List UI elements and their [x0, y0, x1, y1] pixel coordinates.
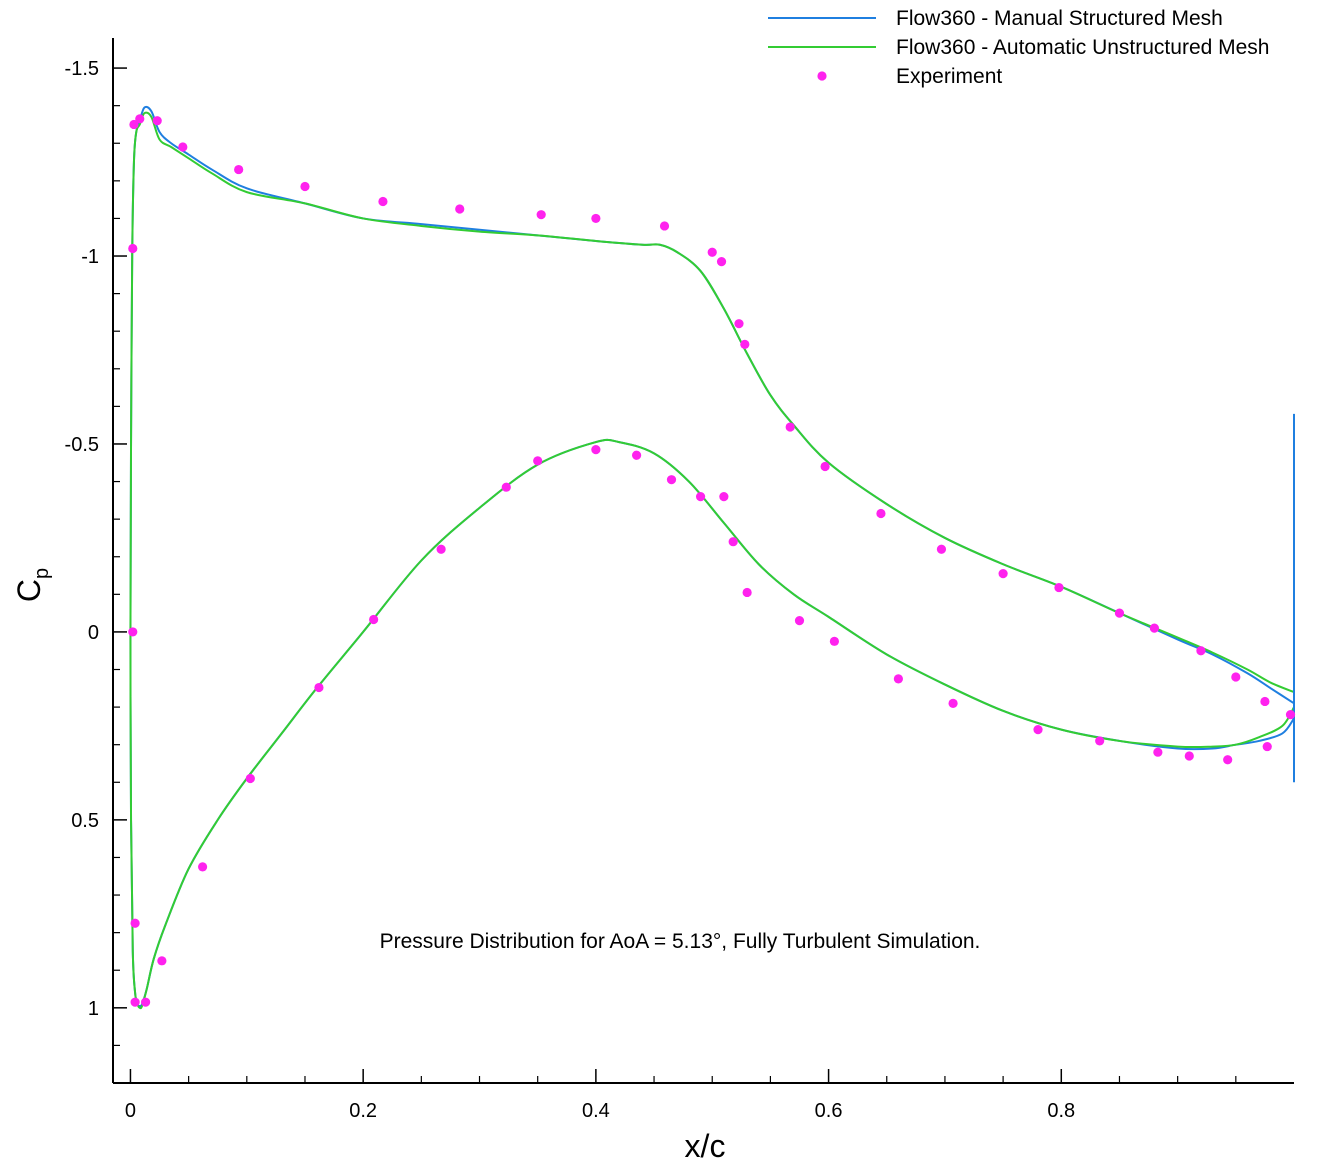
y-tick-label: -1.5: [65, 58, 99, 80]
experiment-point: [314, 682, 324, 693]
experiment-point: [1149, 623, 1159, 633]
experiment-point: [1196, 646, 1206, 656]
experiment-point: [876, 508, 886, 519]
legend-marker-2: [817, 71, 827, 81]
experiment-point: [820, 461, 830, 472]
experiment-point: [695, 491, 706, 502]
experiment-point: [245, 773, 255, 784]
experiment-point: [1260, 696, 1270, 707]
y-tick-label: 0.5: [71, 810, 99, 832]
legend-label-0: Flow360 - Manual Structured Mesh: [896, 7, 1223, 30]
experiment-point: [1114, 608, 1125, 618]
experiment-point: [130, 997, 140, 1007]
x-tick-label: 0.2: [349, 1100, 377, 1122]
y-tick-label: 0: [88, 622, 99, 644]
experiment-point: [1262, 741, 1272, 752]
y-tick-label: 1: [88, 998, 99, 1020]
experiment-point: [591, 213, 601, 224]
experiment-point: [948, 698, 958, 708]
x-axis-title: x/c: [685, 1128, 726, 1164]
experiment-point: [1095, 736, 1105, 746]
experiment-point: [666, 475, 677, 485]
annotation: Pressure Distribution for AoA = 5.13°, F…: [380, 930, 981, 953]
experiment-point: [369, 614, 379, 625]
experiment-point: [455, 204, 465, 214]
y-axis-title-subscript: p: [31, 568, 53, 579]
experiment-point: [785, 422, 795, 432]
experiment-point: [707, 247, 717, 257]
experiment-point: [742, 587, 752, 598]
experiment-point: [128, 627, 138, 637]
series-line-1: [129, 111, 1295, 1010]
y-axis-title: Cp: [11, 568, 53, 602]
experiment-point: [140, 997, 151, 1007]
experiment-point: [794, 616, 805, 626]
experiment-point: [436, 544, 446, 554]
experiment-point: [129, 119, 139, 130]
experiment-point: [130, 918, 140, 928]
experiment-point: [829, 636, 839, 646]
experiment-point: [1223, 755, 1233, 765]
experiment-point: [234, 164, 244, 175]
experiment-point: [728, 537, 738, 547]
y-tick-label: -0.5: [65, 434, 99, 456]
experiment-point: [893, 674, 903, 684]
experiment-point: [128, 243, 138, 254]
experiment-point: [1231, 672, 1241, 682]
experiment-point: [378, 196, 388, 207]
legend: Flow360 - Manual Structured Mesh Flow360 …: [768, 7, 1270, 88]
experiment-point: [591, 445, 601, 455]
experiment-point: [157, 956, 167, 966]
experiment-point: [716, 257, 727, 267]
experiment-point: [197, 862, 208, 872]
plot-markers: [128, 114, 1296, 1007]
experiment-point: [152, 116, 162, 126]
legend-label-2: Experiment: [896, 65, 1002, 88]
x-tick-label: 0: [125, 1100, 136, 1122]
experiment-point: [178, 142, 188, 152]
experiment-point: [1033, 725, 1043, 735]
experiment-point: [719, 491, 729, 502]
experiment-point: [659, 221, 670, 231]
experiment-point: [533, 456, 543, 466]
legend-label-1: Flow360 - Automatic Unstructured Mesh: [896, 36, 1270, 59]
experiment-point: [740, 339, 750, 349]
experiment-point: [536, 210, 546, 220]
experiment-point: [1285, 710, 1296, 720]
experiment-point: [1184, 751, 1194, 761]
experiment-point: [936, 544, 947, 554]
x-tick-label: 0.4: [582, 1100, 610, 1122]
experiment-point: [501, 482, 511, 492]
series-line-0: [129, 105, 1295, 1008]
experiment-point: [998, 569, 1008, 579]
experiment-point: [1153, 747, 1163, 757]
x-tick-label: 0.8: [1047, 1100, 1075, 1122]
experiment-point: [631, 450, 642, 460]
x-tick-label: 0.6: [815, 1100, 843, 1122]
axes: 0 0.2 0.4 0.6 0.8 -1.5 -1 -0.5 0 0.5 1: [65, 38, 1294, 1122]
experiment-point: [734, 319, 744, 329]
y-tick-label: -1: [81, 246, 99, 268]
experiment-point: [135, 114, 145, 124]
plot-lines: [129, 105, 1295, 1010]
y-axis-title-main: C: [11, 579, 47, 602]
experiment-point: [300, 181, 310, 192]
experiment-point: [1054, 582, 1064, 593]
